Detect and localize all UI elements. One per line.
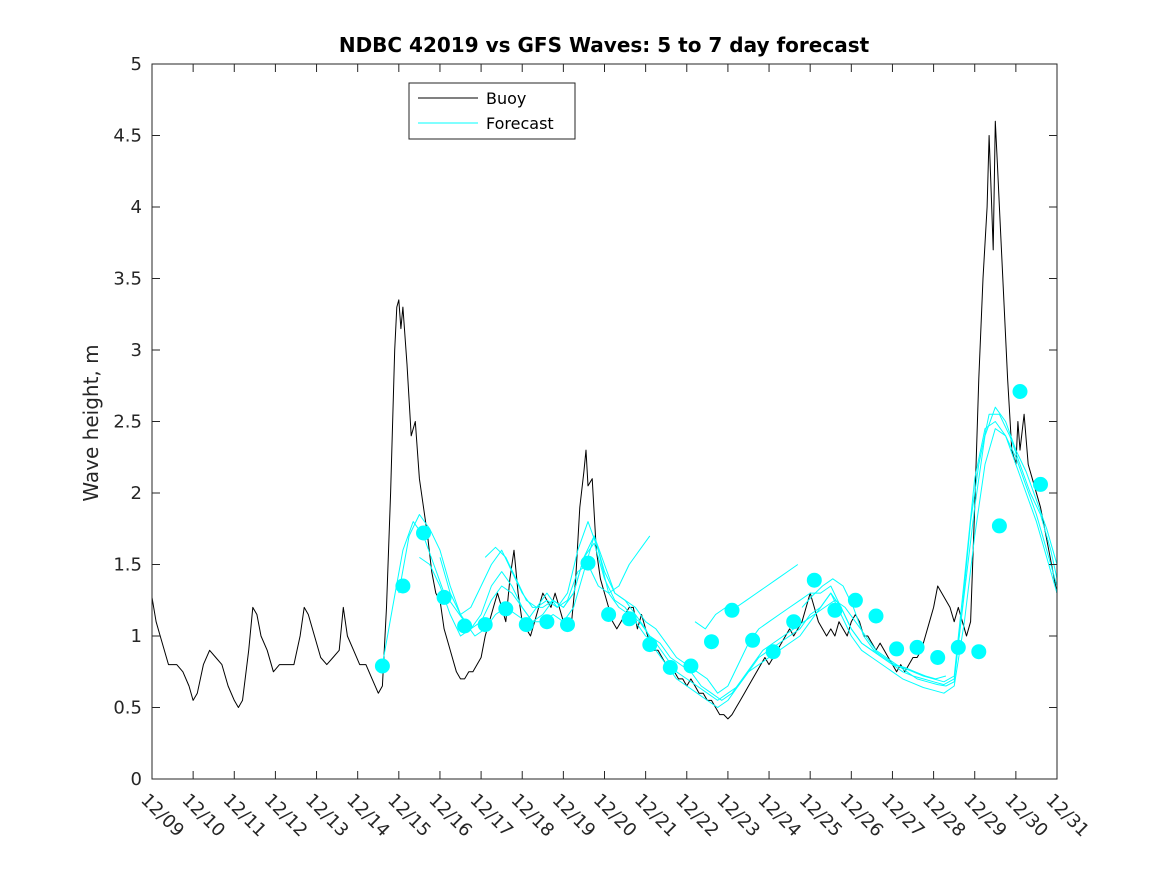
forecast-trace-6 [694, 564, 799, 630]
forecast-marker-24 [847, 592, 863, 608]
x-tick-label: 12/21 [630, 790, 682, 842]
legend: Buoy Forecast [408, 82, 576, 140]
forecast-marker-17 [704, 634, 719, 650]
forecast-marker-32 [1012, 384, 1028, 399]
forecast-markers [374, 384, 1048, 675]
forecast-series [381, 406, 1058, 708]
forecast-marker-10 [560, 617, 575, 633]
forecast-marker-2 [395, 578, 411, 594]
x-tick-label: 12/14 [342, 790, 394, 842]
x-tick-label: 12/26 [836, 790, 888, 842]
forecast-marker-16 [683, 658, 699, 674]
x-tick-label: 12/22 [671, 790, 723, 842]
legend-buoy-label: Buoy [486, 89, 526, 108]
forecast-trace-3 [419, 428, 1058, 708]
forecast-marker-14 [642, 637, 658, 653]
forecast-trace-7 [801, 578, 947, 680]
x-tick-label: 12/29 [959, 790, 1011, 842]
x-axis: 12/0912/1012/1112/1212/1312/1412/1512/16… [136, 64, 1093, 841]
x-tick-label: 12/12 [260, 790, 312, 842]
forecast-marker-28 [930, 650, 946, 665]
x-tick-label: 12/27 [877, 790, 929, 842]
buoy-line [151, 120, 1058, 720]
x-tick-label: 12/16 [424, 790, 476, 842]
forecast-marker-11 [580, 555, 596, 571]
forecast-marker-19 [745, 632, 761, 648]
forecast-marker-18 [724, 602, 740, 618]
forecast-marker-26 [889, 641, 905, 657]
buoy-series [151, 120, 1058, 720]
x-tick-label: 12/28 [918, 790, 970, 842]
x-tick-label: 12/30 [1000, 790, 1052, 842]
x-tick-label: 12/10 [178, 790, 230, 842]
forecast-marker-27 [909, 639, 925, 655]
x-tick-label: 12/23 [712, 790, 764, 842]
y-tick-label: 1.5 [113, 555, 142, 576]
forecast-marker-13 [621, 611, 637, 627]
y-tick-label: 4 [131, 197, 142, 218]
x-tick-label: 12/15 [383, 790, 435, 842]
legend-box [408, 82, 576, 140]
y-tick-label: 2 [131, 483, 142, 504]
x-tick-label: 12/18 [507, 790, 559, 842]
forecast-marker-4 [436, 589, 452, 605]
forecast-marker-20 [765, 644, 781, 660]
forecast-marker-22 [806, 572, 822, 588]
x-tick-label: 12/20 [589, 790, 641, 842]
chart-title: NDBC 42019 vs GFS Waves: 5 to 7 day fore… [339, 33, 870, 57]
y-tick-label: 3 [131, 340, 142, 361]
y-tick-label: 0 [131, 769, 142, 790]
x-tick-label: 12/19 [548, 790, 600, 842]
forecast-marker-9 [539, 614, 555, 630]
x-tick-label: 12/31 [1041, 790, 1093, 842]
forecast-marker-25 [868, 608, 884, 624]
forecast-marker-6 [477, 617, 493, 633]
y-tick-label: 2.5 [113, 412, 142, 433]
x-tick-label: 12/11 [219, 790, 271, 842]
y-tick-label: 0.5 [113, 698, 142, 719]
y-tick-label: 1 [131, 626, 142, 647]
forecast-marker-21 [786, 614, 802, 630]
forecast-trace-2 [398, 406, 1058, 701]
forecast-marker-15 [662, 660, 678, 675]
x-tick-label: 12/24 [753, 790, 805, 842]
forecast-marker-29 [950, 639, 966, 655]
x-tick-label: 12/25 [795, 790, 847, 842]
forecast-marker-3 [416, 525, 431, 541]
x-tick-label: 12/17 [466, 790, 518, 842]
forecast-marker-1 [374, 658, 390, 674]
forecast-marker-7 [498, 601, 514, 617]
forecast-marker-33 [1033, 476, 1048, 492]
forecast-marker-23 [827, 602, 843, 618]
forecast-trace-5 [484, 535, 651, 608]
x-tick-label: 12/09 [136, 790, 188, 842]
forecast-marker-8 [518, 617, 534, 633]
y-tick-label: 4.5 [113, 126, 142, 147]
forecast-trace-1 [381, 413, 1058, 701]
x-tick-label: 12/13 [301, 790, 353, 842]
y-tick-label: 5 [131, 54, 142, 75]
forecast-marker-31 [991, 518, 1007, 534]
forecast-marker-5 [457, 618, 473, 634]
forecast-trace-4 [439, 421, 1058, 694]
legend-forecast-label: Forecast [486, 114, 554, 133]
forecast-marker-12 [601, 607, 617, 622]
y-axis-label: Wave height, m [79, 344, 103, 501]
plot-area-border [151, 63, 1058, 780]
y-tick-label: 3.5 [113, 269, 142, 290]
forecast-marker-30 [971, 644, 987, 660]
y-axis: 0 0.5 1 1.5 2 2.5 3 3.5 4 4.5 5 [113, 54, 1057, 790]
